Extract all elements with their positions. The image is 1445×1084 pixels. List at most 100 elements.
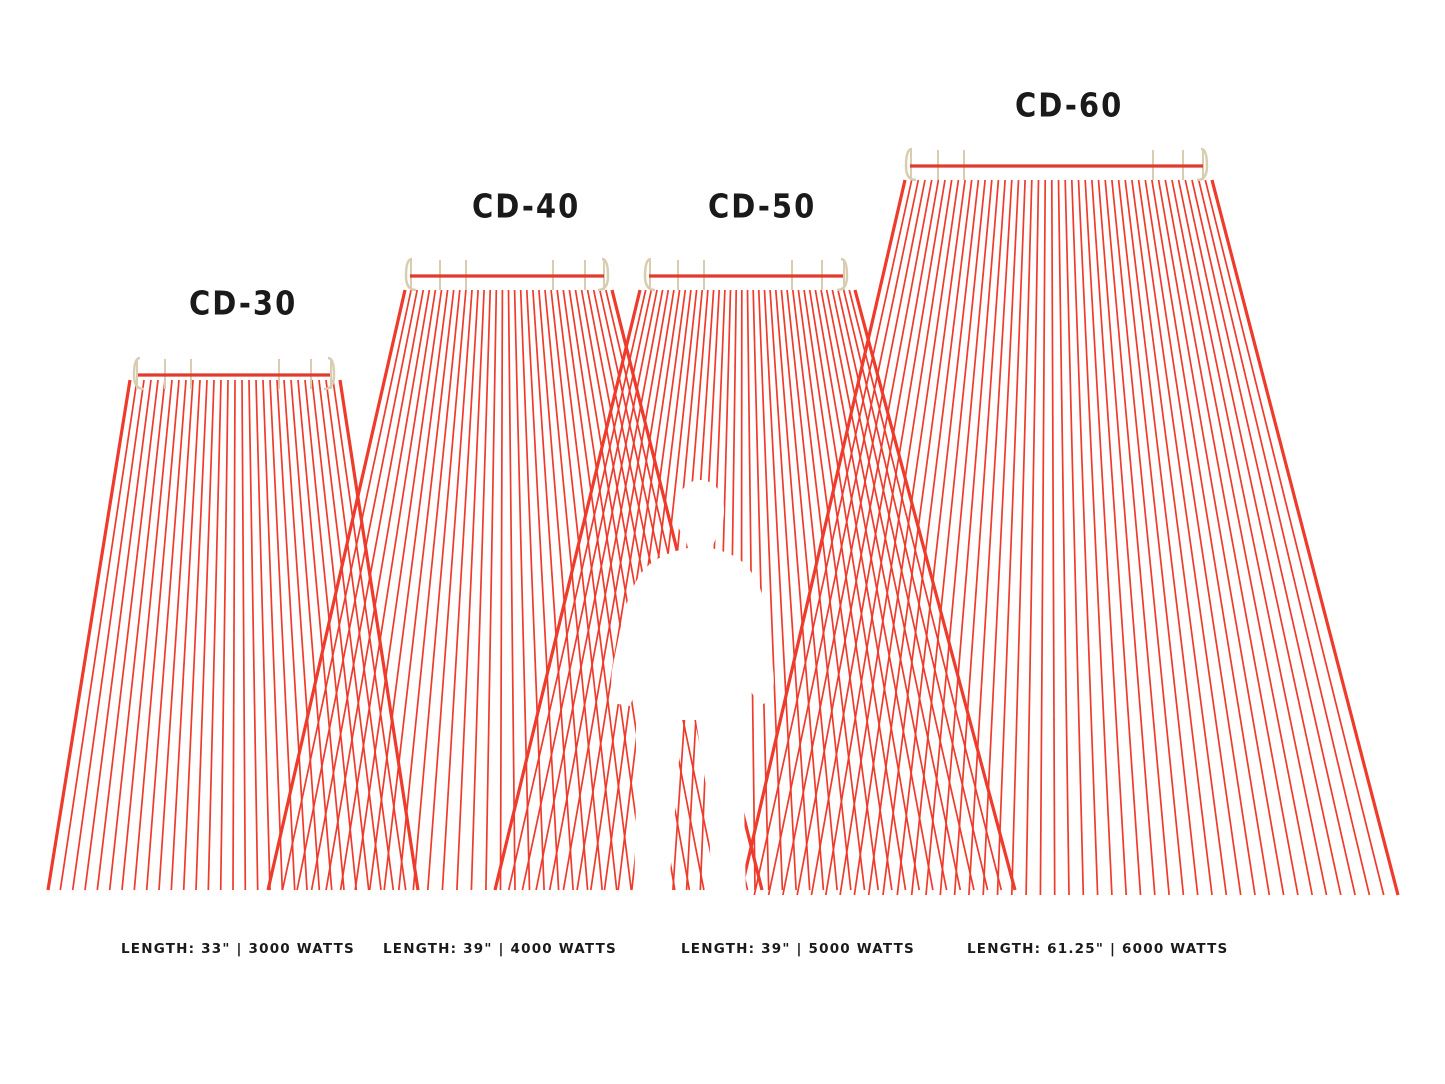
heating-strand xyxy=(318,379,382,891)
heating-strand xyxy=(797,289,880,891)
model-title-cd-30: CD-30 xyxy=(189,283,298,323)
heating-strand xyxy=(562,289,647,891)
heating-strand xyxy=(1104,179,1170,896)
heating-strand xyxy=(525,289,560,891)
heating-strand xyxy=(412,289,467,891)
heating-strand xyxy=(1177,179,1328,896)
heating-strand xyxy=(1137,179,1242,896)
heating-strand xyxy=(1010,179,1033,896)
heating-strand xyxy=(925,179,993,896)
heating-strand xyxy=(354,289,443,891)
heating-strand xyxy=(207,379,222,891)
heating-strand xyxy=(1157,179,1285,896)
heating-strand xyxy=(339,289,437,891)
heating-strand xyxy=(576,289,675,891)
heating-strand xyxy=(195,379,215,891)
heating-strand xyxy=(837,289,975,891)
hanger-cd-30 xyxy=(132,356,336,391)
human-silhouette-icon xyxy=(611,480,774,900)
heating-strand xyxy=(996,179,1026,896)
heating-strand xyxy=(158,379,194,891)
model-title-cd-40: CD-40 xyxy=(472,186,581,226)
curtain-cd-60 xyxy=(738,179,1400,896)
heating-strand xyxy=(556,289,633,891)
model-spec-cd-40: LENGTH: 39" | 4000 WATTS xyxy=(383,941,617,957)
heating-strand xyxy=(513,289,531,891)
heating-strand xyxy=(310,289,425,891)
heating-strand xyxy=(46,379,132,891)
heating-strand xyxy=(896,179,980,896)
heating-strand xyxy=(1144,179,1256,896)
heating-strand xyxy=(1064,179,1085,896)
model-spec-cd-50: LENGTH: 39" | 5000 WATTS xyxy=(681,941,915,957)
heating-strand xyxy=(507,289,516,891)
heating-strand xyxy=(1131,179,1228,896)
heating-strand xyxy=(84,379,152,891)
heating-strand xyxy=(1197,179,1371,896)
heating-strand xyxy=(1117,179,1199,896)
heating-strand xyxy=(953,179,1006,896)
heating-strand xyxy=(507,289,647,891)
heating-strand xyxy=(145,379,187,891)
heating-strand xyxy=(1204,179,1385,896)
heating-strand xyxy=(882,179,973,896)
heating-strand xyxy=(791,289,866,891)
heating-strand xyxy=(767,179,920,896)
heating-strand xyxy=(255,379,271,891)
heating-strand xyxy=(1111,179,1185,896)
heating-strand xyxy=(521,289,653,891)
hanger-cd-40 xyxy=(404,257,610,292)
model-spec-cd-60: LENGTH: 61.25" | 6000 WATTS xyxy=(967,941,1229,957)
heating-strand xyxy=(910,179,986,896)
heating-strand xyxy=(338,379,420,891)
heating-strand xyxy=(368,289,449,891)
heating-strand xyxy=(262,379,284,891)
heating-strand xyxy=(485,289,498,891)
heating-strand xyxy=(839,179,953,896)
heating-strand xyxy=(470,289,492,891)
heating-strand xyxy=(493,289,642,891)
hanger-cd-60 xyxy=(904,147,1209,182)
heating-strand xyxy=(763,289,797,891)
heating-strand xyxy=(562,289,670,891)
heating-strand xyxy=(1164,179,1299,896)
heating-strand xyxy=(290,379,333,891)
heating-strand xyxy=(810,179,940,896)
heating-strand xyxy=(831,289,962,891)
heating-strand xyxy=(276,379,308,891)
heating-strand xyxy=(1050,179,1056,896)
heating-strand xyxy=(1039,179,1047,896)
heating-strand xyxy=(757,289,784,891)
heating-strand xyxy=(738,179,907,896)
heating-strand xyxy=(1077,179,1113,896)
heating-strand xyxy=(853,179,960,896)
heating-strand xyxy=(241,379,247,891)
heating-strand xyxy=(538,289,589,891)
heating-strand xyxy=(304,379,358,891)
heating-strand xyxy=(842,289,989,891)
heating-strand xyxy=(803,289,893,891)
heating-strand xyxy=(281,289,412,891)
heating-strand xyxy=(532,289,574,891)
hanger-cd-50 xyxy=(643,257,849,292)
heating-strand xyxy=(426,289,473,891)
heating-strand xyxy=(325,289,431,891)
heating-strand xyxy=(1171,179,1314,896)
heating-strand xyxy=(1025,179,1040,896)
heating-strand xyxy=(1124,179,1213,896)
heating-strand xyxy=(814,289,921,891)
heating-strand xyxy=(1184,179,1342,896)
heating-strand xyxy=(121,379,173,891)
heating-strand xyxy=(753,179,913,896)
heating-strand xyxy=(108,379,166,891)
heating-strand xyxy=(269,379,296,891)
heating-strand xyxy=(96,379,159,891)
heating-strand xyxy=(248,379,259,891)
heating-strand xyxy=(1084,179,1128,896)
heating-strand xyxy=(782,179,926,896)
heating-strand xyxy=(1191,179,1356,896)
heating-strand xyxy=(796,179,933,896)
heating-strand xyxy=(1070,179,1099,896)
